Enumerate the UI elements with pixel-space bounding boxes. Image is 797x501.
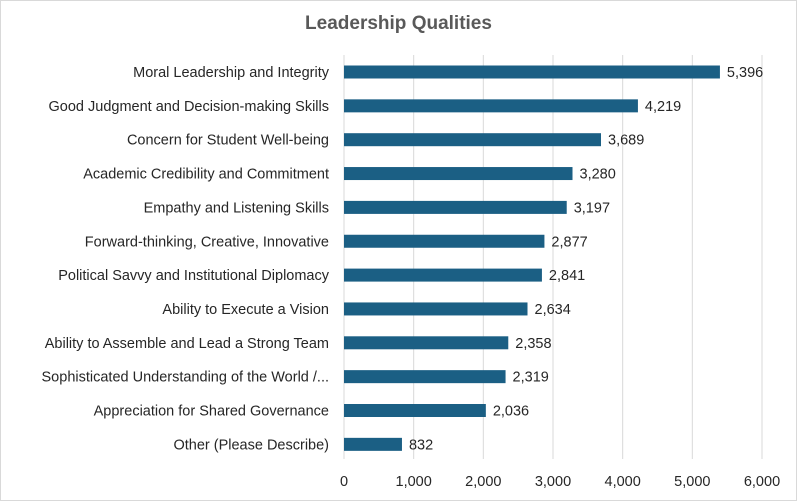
category-label: Good Judgment and Decision-making Skills (49, 99, 329, 115)
value-label: 832 (409, 437, 433, 453)
category-label: Forward-thinking, Creative, Innovative (85, 234, 329, 250)
category-label: Political Savvy and Institutional Diplom… (58, 268, 330, 284)
x-tick-label: 1,000 (396, 474, 432, 490)
category-label: Ability to Execute a Vision (162, 302, 329, 318)
value-label: 5,396 (727, 65, 763, 81)
category-label: Ability to Assemble and Lead a Strong Te… (45, 336, 329, 352)
x-tick-label: 5,000 (674, 474, 710, 490)
bar (344, 167, 573, 181)
value-label: 2,877 (551, 234, 587, 250)
x-tick-label: 4,000 (605, 474, 641, 490)
value-label: 2,358 (515, 336, 551, 352)
bar (344, 268, 542, 282)
x-tick-label: 3,000 (535, 474, 571, 490)
bar (344, 65, 720, 79)
value-label: 2,319 (513, 370, 549, 386)
category-label: Empathy and Listening Skills (144, 200, 329, 216)
category-label: Appreciation for Shared Governance (94, 404, 329, 420)
value-label: 3,280 (580, 167, 616, 183)
category-label: Sophisticated Understanding of the World… (42, 370, 329, 386)
category-label: Moral Leadership and Integrity (133, 65, 330, 81)
bar (344, 336, 509, 350)
x-tick-label: 0 (340, 474, 348, 490)
value-label: 2,841 (549, 268, 585, 284)
bar (344, 99, 638, 113)
x-tick-label: 6,000 (744, 474, 780, 490)
bar (344, 370, 506, 384)
bar (344, 200, 567, 214)
category-label: Other (Please Describe) (173, 437, 329, 453)
value-label: 2,634 (535, 302, 571, 318)
value-label: 3,197 (574, 200, 610, 216)
value-label: 2,036 (493, 404, 529, 420)
bar (344, 404, 486, 417)
bar (344, 437, 402, 451)
chart-title: Leadership Qualities (305, 13, 492, 34)
category-label: Academic Credibility and Commitment (83, 167, 329, 183)
bar (344, 133, 602, 147)
value-label: 3,689 (608, 133, 644, 149)
bar (344, 234, 545, 248)
value-label: 4,219 (645, 99, 681, 115)
x-tick-label: 2,000 (465, 474, 501, 490)
category-label: Concern for Student Well-being (127, 133, 329, 149)
bar (344, 302, 528, 316)
